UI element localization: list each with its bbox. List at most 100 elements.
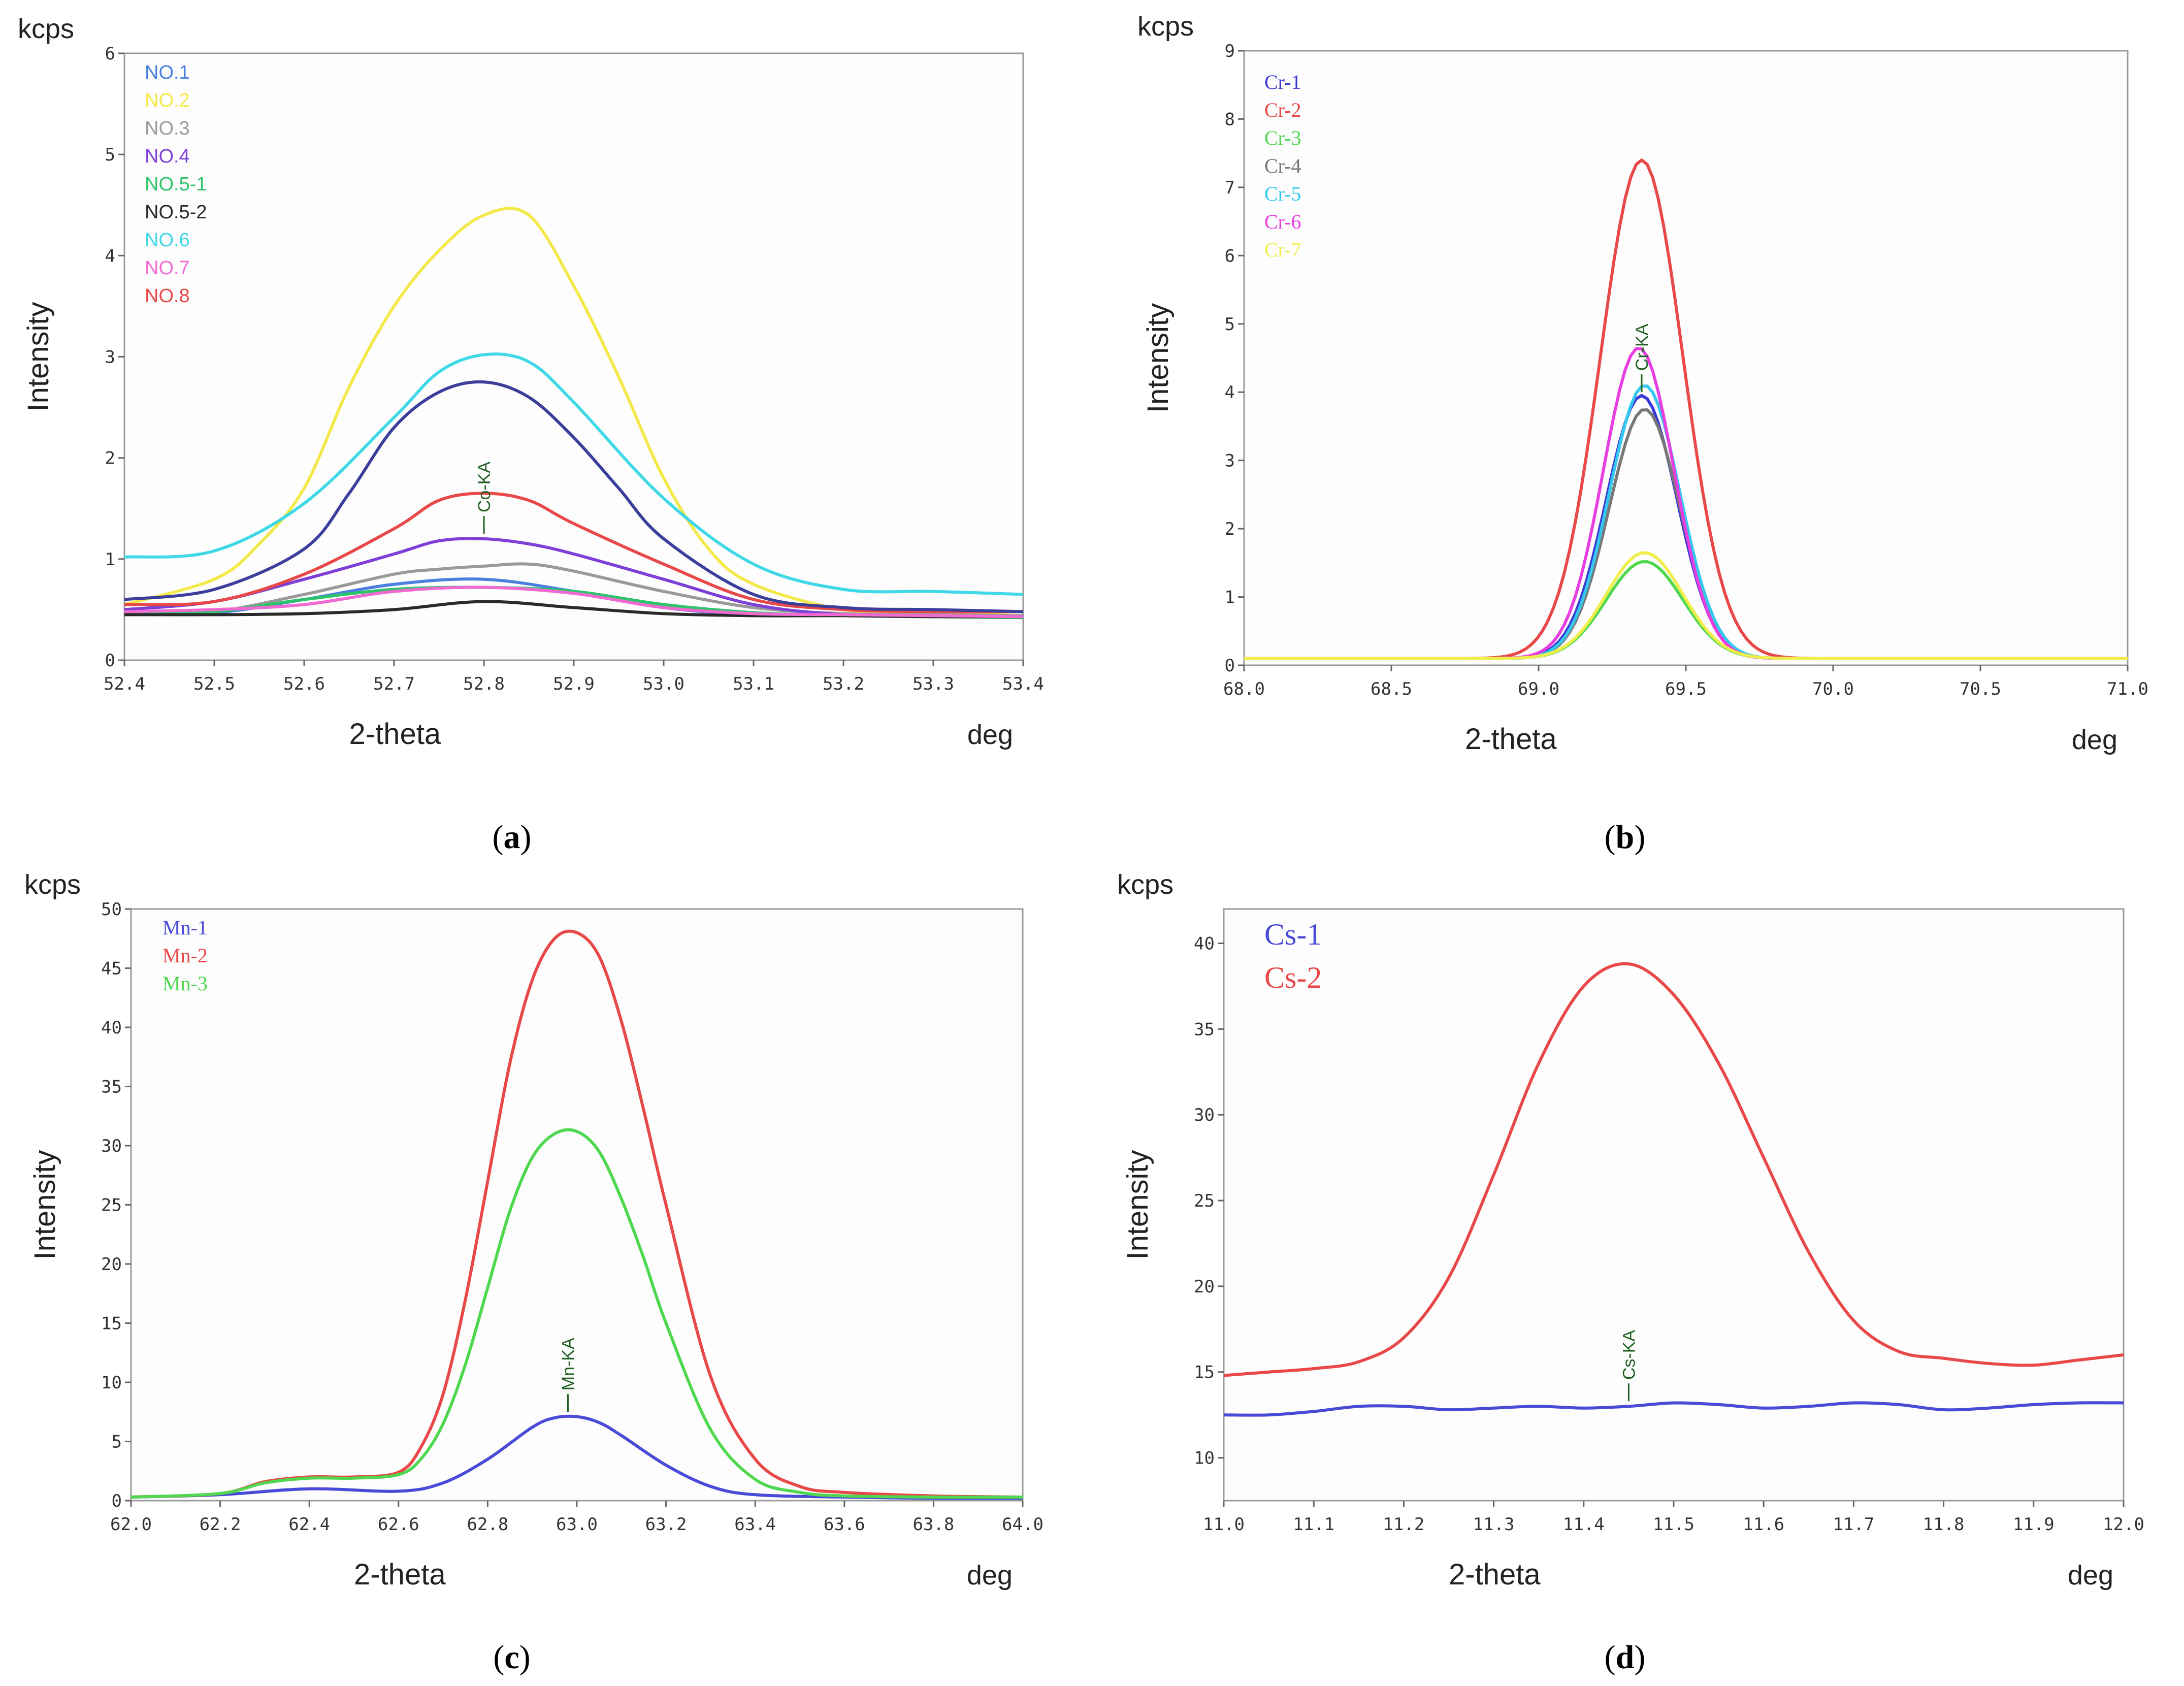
caption-open: ( <box>493 819 504 856</box>
x-tick-label: 53.2 <box>823 674 864 694</box>
x-tick-label: 62.0 <box>110 1514 152 1535</box>
legend-entry: NO.5-2 <box>145 202 207 223</box>
legend-entry: NO.2 <box>145 90 190 111</box>
legend-entry: Cr-1 <box>1264 71 1301 93</box>
legend-entry: Mn-1 <box>162 916 208 939</box>
panel-caption: (d) <box>1605 1639 1646 1676</box>
panel-caption: (b) <box>1605 819 1646 856</box>
y-tick-label: 25 <box>101 1195 122 1216</box>
x-tick-label: 53.4 <box>1002 674 1044 694</box>
legend-entry: Cr-3 <box>1264 126 1301 149</box>
y-tick-label: 25 <box>1194 1191 1215 1211</box>
y-tick-label: 10 <box>1194 1448 1215 1469</box>
legend-entry: Cr-6 <box>1264 210 1301 233</box>
y-tick-label: 6 <box>1225 246 1235 266</box>
y-tick-label: 15 <box>101 1314 122 1334</box>
series-line-no-8 <box>124 492 1023 613</box>
plot-area <box>123 52 1024 661</box>
y-unit-label: kcps <box>1137 11 1194 42</box>
y-tick-label: 6 <box>105 44 115 64</box>
x-tick-label: 12.0 <box>2103 1514 2144 1535</box>
y-axis-title: Intensity <box>1142 303 1175 413</box>
caption-open: ( <box>493 1639 504 1676</box>
caption-close: ) <box>1634 1639 1645 1676</box>
x-tick-label: 11.7 <box>1833 1514 1874 1535</box>
legend-entry: NO.3 <box>145 118 190 139</box>
x-tick-label: 11.3 <box>1473 1514 1515 1535</box>
x-tick-label: 62.6 <box>378 1514 419 1535</box>
y-unit-label: kcps <box>1117 869 1174 900</box>
x-tick-label: 63.6 <box>824 1514 865 1535</box>
x-tick-label: 52.5 <box>193 674 235 694</box>
chart-panel-b: 0 1 2 3 4 5 6 7 8 9 68.0 68.5 69.0 69.5 70.0 70.5 71.0 Cr… <box>1137 11 2148 856</box>
series-line-cr-7 <box>1244 551 2128 660</box>
caption-close: ) <box>519 1639 531 1676</box>
y-tick-label: 3 <box>1225 451 1235 471</box>
series-line-cs-2 <box>1224 962 2124 1377</box>
y-tick-label: 8 <box>1225 109 1235 129</box>
panel-caption: (a) <box>493 819 532 856</box>
series-line-no-7 <box>124 586 1023 619</box>
y-axis-title: Intensity <box>28 1150 61 1260</box>
chart-panel-a: 0 1 2 3 4 5 6 52.4 52.5 52.6 52.7 52.8 52.9 53.0 53.1 5… <box>18 14 1044 856</box>
caption-close: ) <box>1634 819 1645 856</box>
x-tick-label: 70.5 <box>1960 679 2001 699</box>
x-tick-label: 52.9 <box>553 674 595 694</box>
x-tick-label: 64.0 <box>1002 1514 1044 1535</box>
x-tick-label: 52.7 <box>373 674 415 694</box>
x-tick-label: 62.2 <box>200 1514 241 1535</box>
legend-entry: NO.8 <box>145 285 190 307</box>
caption-letter: b <box>1616 819 1635 856</box>
x-tick-label: 11.0 <box>1203 1514 1245 1535</box>
x-tick-label: 52.4 <box>104 674 145 694</box>
peak-label: Cr-KA <box>1633 323 1652 371</box>
plot-area <box>1243 50 2129 666</box>
y-tick-label: 10 <box>101 1373 122 1393</box>
x-tick-label: 68.0 <box>1223 679 1265 699</box>
x-unit-label: deg <box>2072 725 2117 755</box>
legend-entry: Cr-2 <box>1264 99 1301 121</box>
x-tick-label: 11.4 <box>1563 1514 1605 1535</box>
y-tick-label: 20 <box>1194 1277 1215 1297</box>
peak-label: Co-KA <box>475 462 494 512</box>
caption-open: ( <box>1605 819 1616 856</box>
x-unit-label: deg <box>967 720 1013 750</box>
y-tick-label: 1 <box>1225 588 1235 608</box>
y-tick-label: 50 <box>101 899 122 920</box>
y-tick-label: 0 <box>1225 656 1235 676</box>
x-tick-label: 11.5 <box>1653 1514 1694 1535</box>
plot-area <box>130 908 1024 1502</box>
x-tick-label: 52.8 <box>463 674 505 694</box>
x-tick-label: 11.9 <box>2013 1514 2055 1535</box>
y-tick-label: 1 <box>105 549 115 570</box>
legend-entry: NO.5-1 <box>145 174 207 195</box>
legend-entry: Cr-4 <box>1264 154 1301 177</box>
x-tick-label: 63.0 <box>556 1514 598 1535</box>
series-group <box>131 929 1023 1500</box>
series-line-cs-1 <box>1224 1401 2124 1417</box>
legend-entry: NO.1 <box>145 62 190 83</box>
legend-entry: Cs-2 <box>1264 961 1322 994</box>
x-tick-label: 63.8 <box>912 1514 954 1535</box>
series-group <box>1244 158 2128 660</box>
y-tick-label: 35 <box>1194 1019 1215 1040</box>
y-tick-label: 7 <box>1225 178 1235 198</box>
y-tick-label: 35 <box>101 1077 122 1097</box>
y-tick-label: 9 <box>1225 41 1235 61</box>
y-tick-label: 4 <box>1225 382 1235 403</box>
legend-entry: Cs-1 <box>1264 918 1322 951</box>
y-tick-label: 5 <box>1225 314 1235 335</box>
x-tick-label: 69.5 <box>1665 679 1707 699</box>
y-tick-label: 3 <box>105 347 115 368</box>
series-group <box>1224 962 2124 1417</box>
series-line-mn-3 <box>131 1128 1023 1499</box>
y-tick-label: 5 <box>105 145 115 165</box>
legend-entry: Mn-3 <box>162 972 208 995</box>
series-line-unlabeled-9 <box>124 380 1023 613</box>
y-tick-label: 4 <box>105 246 115 266</box>
x-tick-label: 69.0 <box>1518 679 1559 699</box>
y-tick-label: 0 <box>112 1491 122 1511</box>
legend-entry: NO.4 <box>145 146 190 167</box>
plot-area <box>1223 908 2125 1502</box>
